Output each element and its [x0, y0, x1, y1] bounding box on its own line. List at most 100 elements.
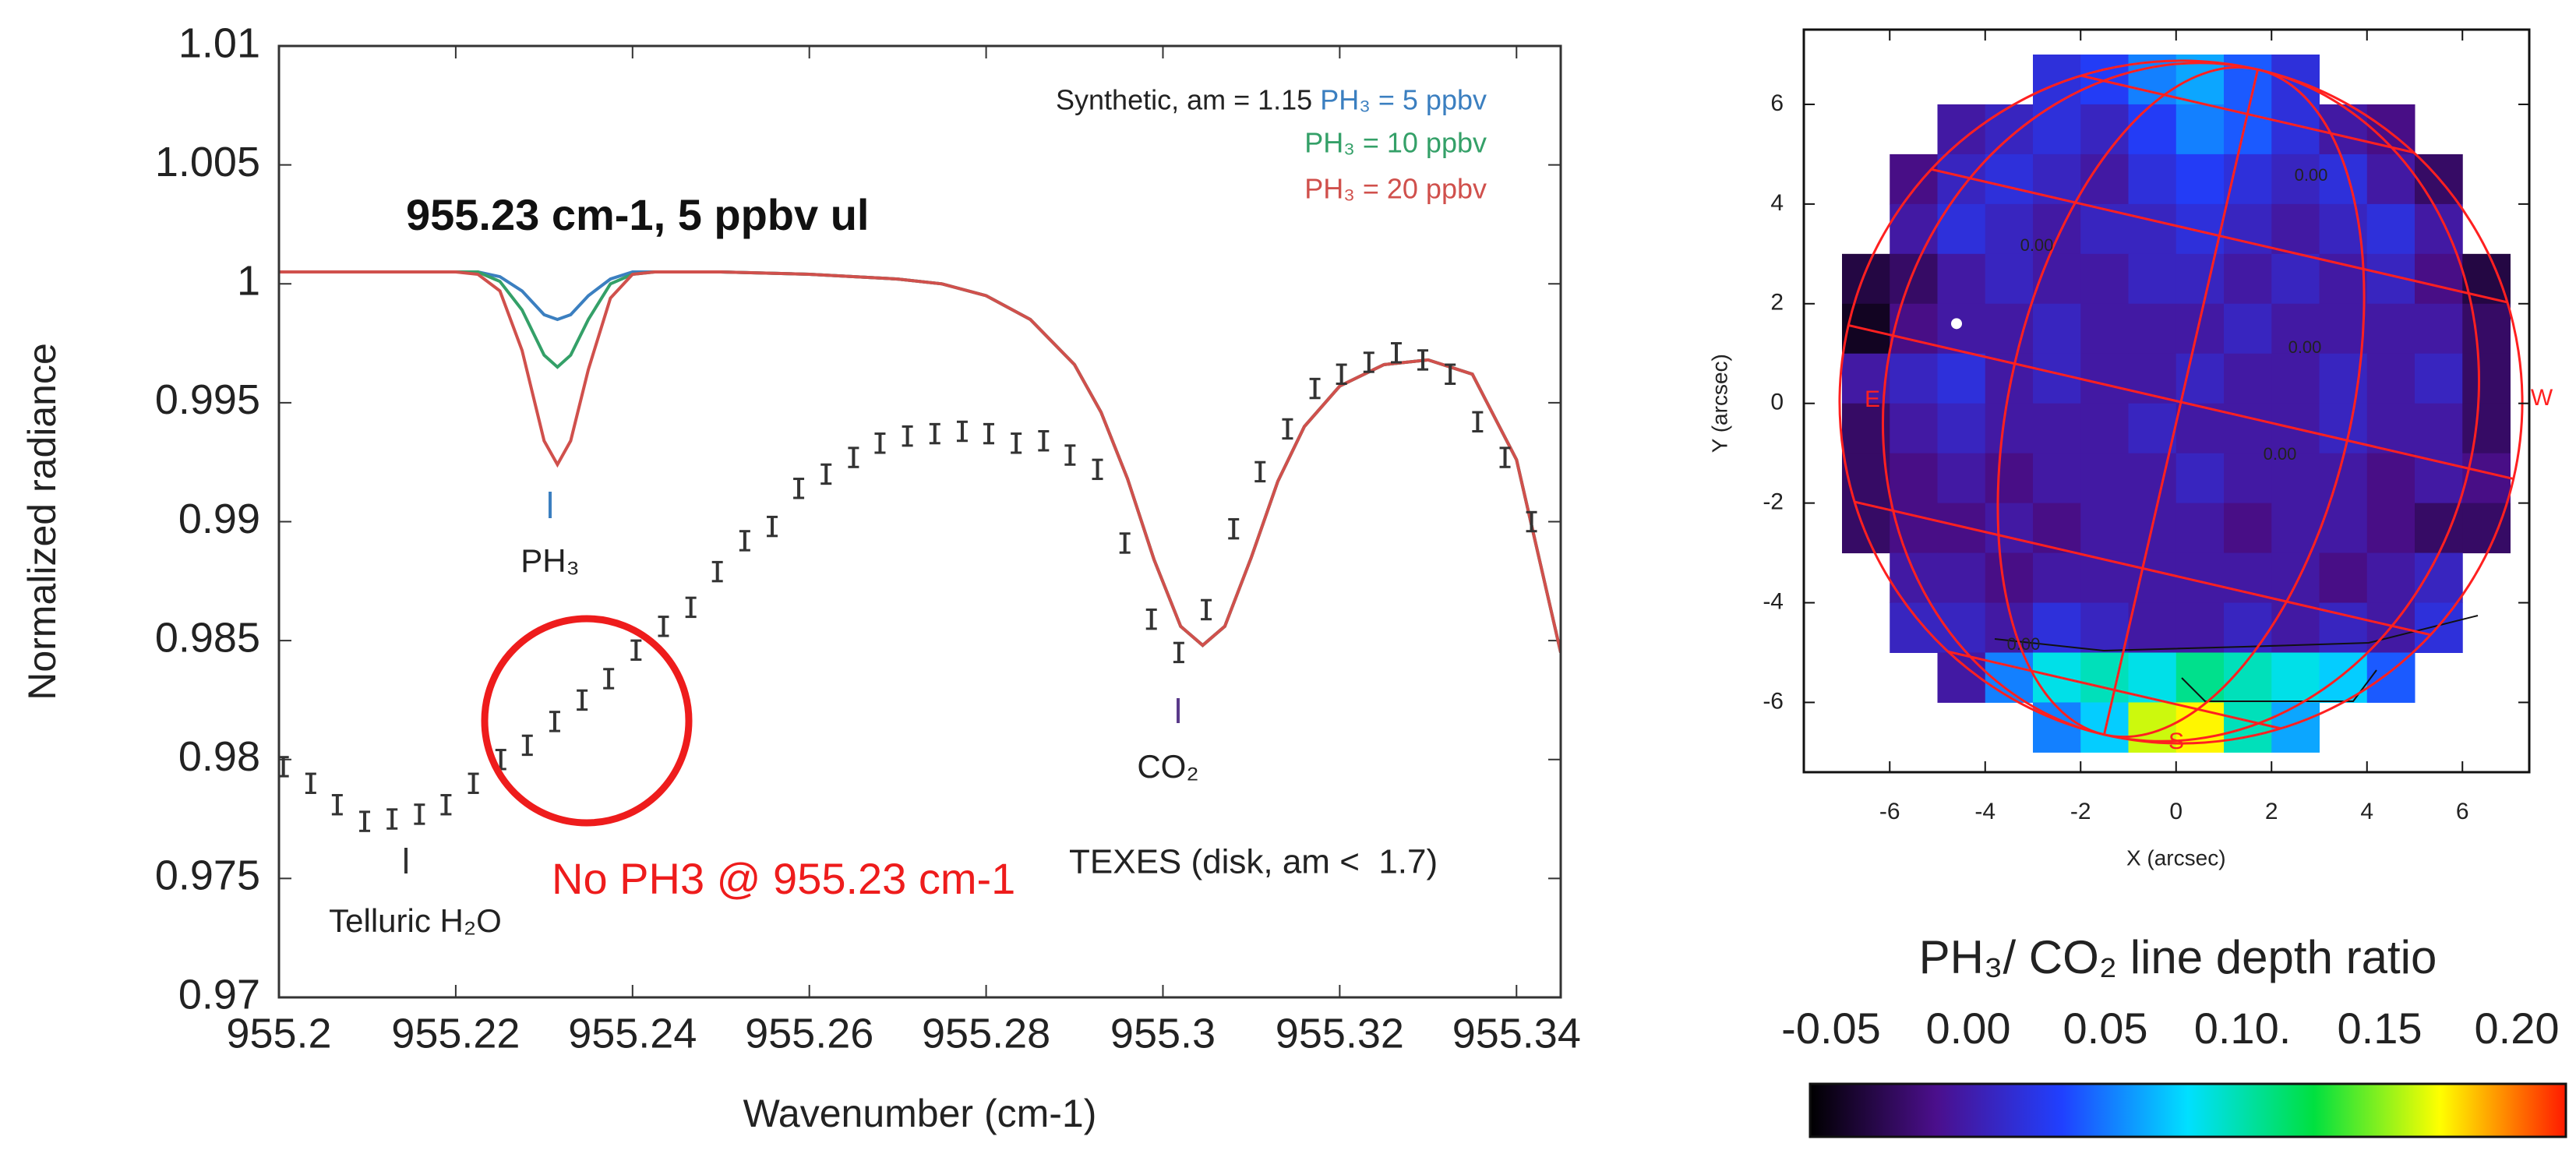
- heatmap-cell: [2366, 403, 2415, 454]
- contour-label: 0.00: [2020, 235, 2054, 255]
- heatmap-cell: [2033, 303, 2081, 355]
- heatmap-cell: [1842, 353, 1890, 404]
- heatmap-cell: [2175, 353, 2225, 404]
- y-tick-label: 0.97: [178, 971, 260, 1018]
- heatmap-cell: [2415, 503, 2463, 554]
- heatmap-cell: [2175, 104, 2225, 155]
- legend-title: Synthetic, am = 1.15: [1056, 84, 1312, 116]
- heatmap-cell: [2224, 154, 2272, 205]
- compass-label: E: [1865, 386, 1880, 412]
- error-bar: [1092, 458, 1103, 481]
- error-bar: [414, 803, 425, 825]
- error-bar: [848, 446, 859, 468]
- heatmap-cell: [2033, 403, 2081, 454]
- y-axis-title: Normalized radiance: [20, 343, 64, 700]
- heatmap-cell: [2128, 453, 2177, 504]
- heatmap: [1838, 54, 2524, 753]
- legend-entry: PH₃ = 20 ppbv: [1304, 173, 1487, 205]
- heatmap-cell: [2415, 303, 2463, 355]
- heatmap-cell: [1985, 453, 2034, 504]
- heatmap-cell: [1985, 104, 2034, 155]
- heatmap-cell: [2462, 303, 2511, 355]
- heatmap-cell: [2415, 353, 2463, 404]
- heatmap-cell: [1842, 453, 1890, 504]
- annotation: PH₃: [520, 542, 579, 579]
- error-bar: [1309, 377, 1321, 400]
- heatmap-cell: [2415, 253, 2463, 305]
- heatmap-cell: [1890, 353, 1938, 404]
- heatmap-cell: [2033, 203, 2081, 255]
- heatmap-cell: [2271, 203, 2320, 255]
- heatmap-cell: [2366, 203, 2415, 255]
- contour-line: [1994, 615, 2479, 702]
- heatmap-cell: [2080, 303, 2129, 355]
- colorbar-tick-label: 0.15: [2338, 1004, 2422, 1053]
- error-bar: [1064, 444, 1076, 466]
- annotation: No PH3 @ 955.23 cm-1: [552, 854, 1015, 903]
- error-bar: [711, 560, 723, 583]
- error-bar: [1038, 430, 1050, 452]
- error-bar: [739, 530, 750, 552]
- error-bar: [603, 668, 615, 690]
- y-tick-label: 1: [237, 258, 260, 305]
- error-bar: [1201, 598, 1212, 621]
- parallel: [1931, 168, 2508, 304]
- heatmap-cell: [2033, 353, 2081, 404]
- heatmap-cell: [2415, 403, 2463, 454]
- x-tick-label: 955.3: [1110, 1010, 1216, 1057]
- heatmap-cell: [2224, 54, 2272, 105]
- error-bar: [1472, 411, 1484, 433]
- legend-entry: PH₃ = 10 ppbv: [1304, 127, 1487, 159]
- error-bar: [902, 425, 913, 447]
- parallel: [1847, 324, 2514, 480]
- heatmap-cell: [1890, 602, 1938, 653]
- heatmap-cell: [2175, 453, 2225, 504]
- y-tick-label: 4: [1770, 190, 1784, 216]
- heatmap-cell: [2080, 353, 2129, 404]
- error-bar: [630, 639, 642, 662]
- heatmap-cell: [1985, 403, 2034, 454]
- contour-label: 0.00: [2007, 634, 2041, 654]
- heatmap-cell: [2033, 453, 2081, 504]
- error-bar: [983, 422, 994, 445]
- colorbar-tick-label: -0.05: [1781, 1004, 1881, 1053]
- heatmap-cell: [1985, 552, 2034, 604]
- y-tick-label: 0.985: [155, 614, 260, 661]
- error-bar: [386, 808, 398, 830]
- error-bar: [820, 463, 832, 485]
- heatmap-cell: [1890, 453, 1938, 504]
- heatmap-cell: [2080, 253, 2129, 305]
- compass-label: W: [2531, 385, 2553, 411]
- heatmap-cell: [1937, 104, 1986, 155]
- colorbar-title: PH₃/ CO₂ line depth ratio: [1919, 931, 2437, 983]
- heatmap-cell: [1890, 403, 1938, 454]
- heatmap-cell: [2366, 552, 2415, 604]
- sub-observer-point: [1951, 318, 1962, 330]
- colorbar-tick-label: 0.10.: [2194, 1004, 2292, 1053]
- error-bar: [1526, 510, 1537, 533]
- annotation: Telluric H₂O: [329, 902, 502, 939]
- heatmap-cell: [2271, 353, 2320, 404]
- error-bar: [929, 422, 940, 445]
- data-legend: TEXES (disk, am < 1.7): [1069, 843, 1438, 881]
- heatmap-cell: [1890, 552, 1938, 604]
- heatmap-cell: [1985, 503, 2034, 554]
- heatmap-cell: [2033, 104, 2081, 155]
- heatmap-cell: [2319, 453, 2368, 504]
- heatmap-cell: [2224, 503, 2272, 554]
- x-tick-label: -4: [1974, 799, 1996, 824]
- heatmap-cell: [2366, 353, 2415, 404]
- heatmap-cell: [2175, 253, 2225, 305]
- curves: [279, 270, 1561, 653]
- error-bar: [793, 478, 805, 499]
- heatmap-cell: [2224, 453, 2272, 504]
- x-tick-label: 0: [2169, 799, 2183, 824]
- heatmap-cell: [2033, 154, 2081, 205]
- error-bar: [359, 810, 371, 832]
- error-bar: [1417, 349, 1429, 371]
- heatmap-cell: [2224, 353, 2272, 404]
- y-tick-label: 1.01: [178, 19, 260, 66]
- heatmap-cell: [2271, 652, 2320, 703]
- heatmap-cell: [1937, 253, 1986, 305]
- heatmap-cell: [2080, 453, 2129, 504]
